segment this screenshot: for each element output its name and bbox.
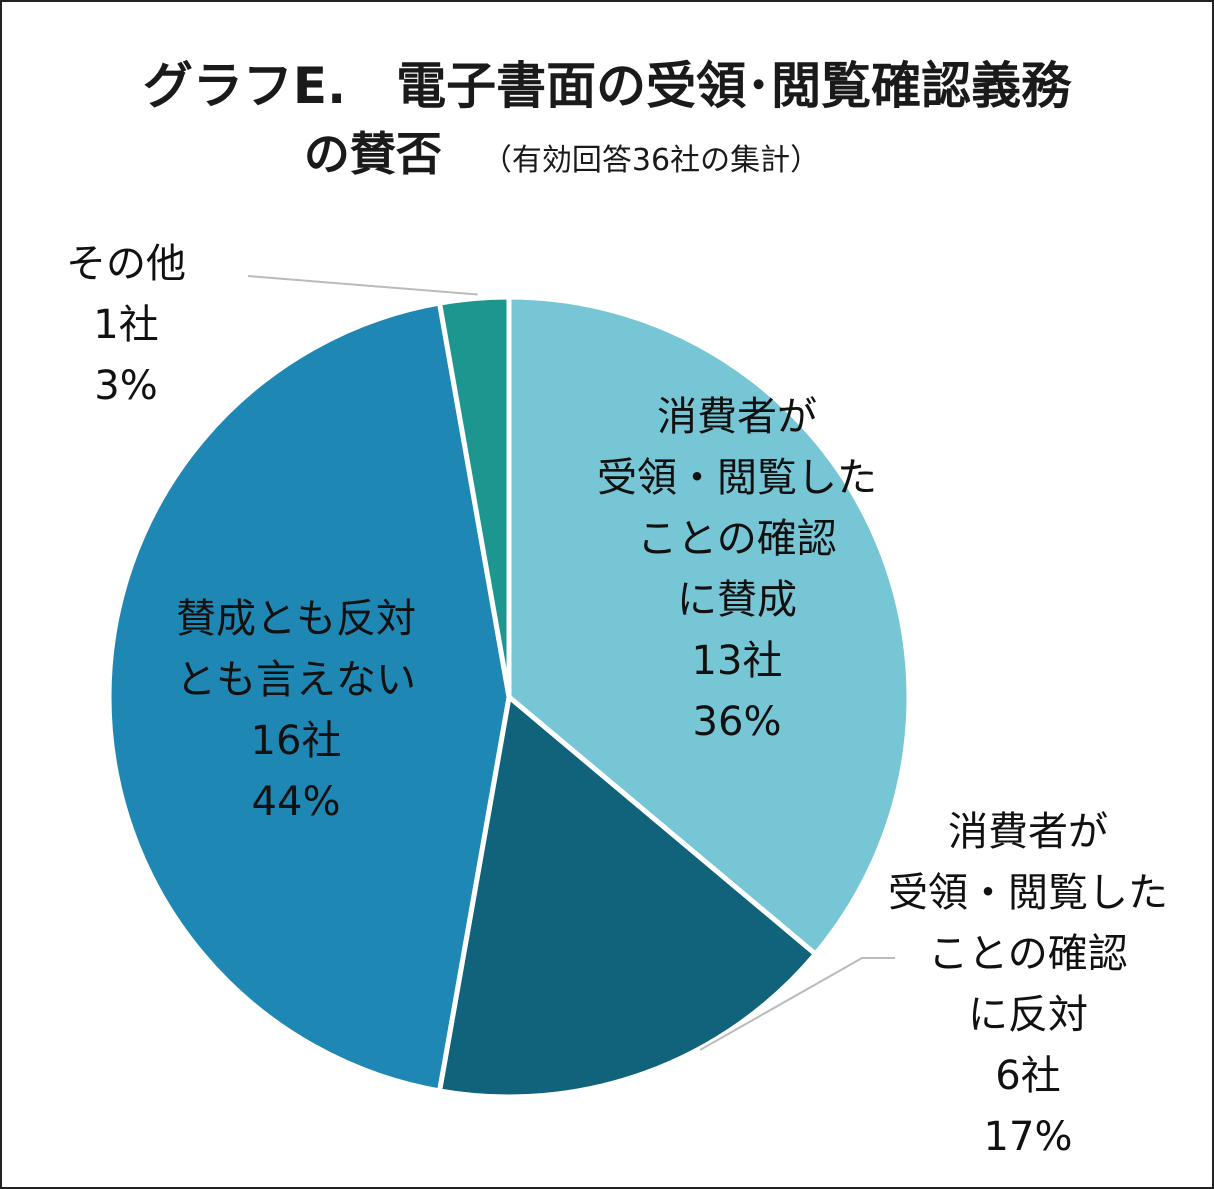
slice-label-line: 受領・閲覧した (888, 870, 1168, 916)
slice-label-line: その他 (66, 241, 186, 287)
slice-label-line: 消費者が (948, 809, 1108, 855)
slice-label-line: 受領・閲覧した (597, 455, 877, 501)
chart-subtitle: （有効回答36社の集計） (481, 143, 821, 178)
slice-label-line: ことの確認 (928, 931, 1128, 977)
slice-percent: 17% (984, 1114, 1073, 1160)
leader-line-other (247, 275, 478, 296)
chart-title-second-line: の賛否 (303, 127, 442, 181)
slice-label-line: ことの確認 (637, 516, 837, 562)
slice-percent: 36% (693, 699, 782, 745)
slice-agree-label: 消費者が受領・閲覧したことの確認に賛成 13社 36% (597, 394, 877, 745)
slice-count: 1社 (93, 302, 158, 348)
slice-neutral (106, 300, 512, 1094)
slice-percent: 44% (252, 779, 341, 825)
slice-neutral-label: 賛成とも反対とも言えない 16社 44% (176, 596, 416, 825)
slice-other-label: その他 1社 3% (66, 241, 186, 409)
leader-line-oppose (699, 957, 895, 1051)
chart-title: グラフE. 電子書面の受領･閲覧確認義務 (142, 57, 1072, 115)
chart-title-line2: の賛否 （有効回答36社の集計） (0, 118, 1214, 184)
slice-label-line: 賛成とも反対 (176, 596, 416, 642)
slice-agree (506, 294, 912, 958)
slice-oppose (436, 692, 819, 1100)
slice-label-line: とも言えない (176, 657, 416, 703)
slice-count: 13社 (692, 638, 783, 684)
slice-label-line: に賛成 (677, 577, 797, 623)
slice-oppose-label: 消費者が受領・閲覧したことの確認に反対 6社 17% (888, 809, 1168, 1160)
slice-percent: 3% (94, 363, 157, 409)
slice-count: 16社 (251, 718, 342, 764)
slice-count: 6社 (995, 1053, 1060, 1099)
slice-label-line: 消費者が (657, 394, 817, 440)
slice-label-line: に反対 (968, 992, 1088, 1038)
slice-other (436, 294, 512, 698)
